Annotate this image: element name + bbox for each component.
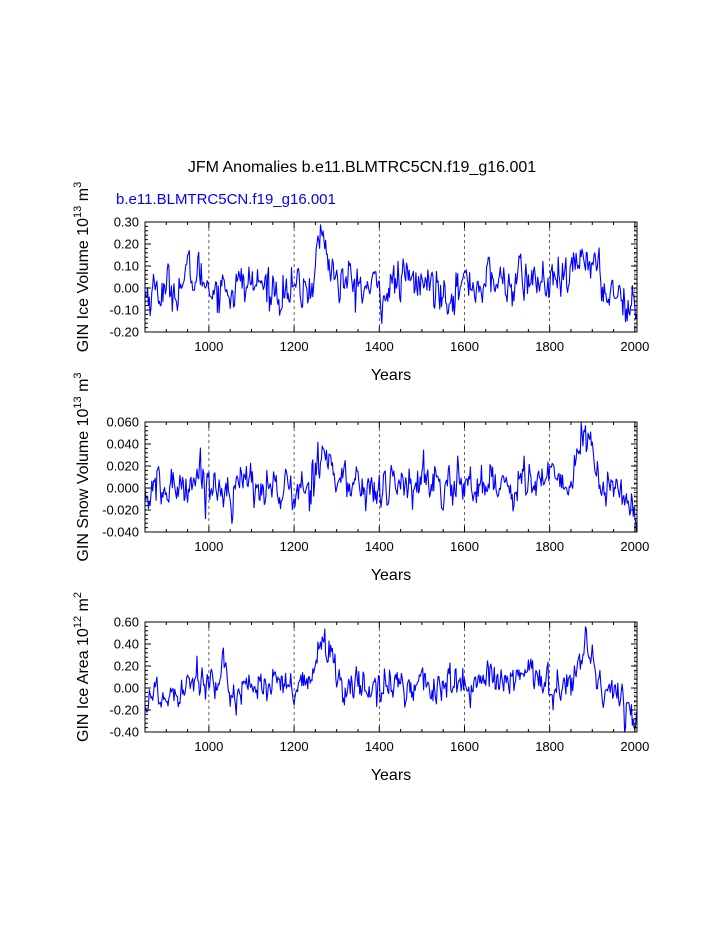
x-tick-label: 2000 <box>620 739 649 754</box>
x-tick-label: 1400 <box>365 339 394 354</box>
y-tick-label: -0.20 <box>109 325 139 340</box>
y-tick-label: -0.10 <box>109 303 139 318</box>
x-tick-label: 1200 <box>280 539 309 554</box>
y-tick-label: 0.060 <box>106 415 139 430</box>
plot-frame <box>144 221 638 333</box>
panels: 1000 1200 1400 1600 1800 2000 -0.20 -0.10 0.00 0.… <box>72 182 649 784</box>
data-series-line <box>144 224 638 324</box>
x-axis-title: Years <box>371 367 411 384</box>
y-tick-label: 0.00 <box>114 681 139 696</box>
y-tick-label: 0.000 <box>106 481 139 496</box>
y-tick-label: 0.040 <box>106 437 139 452</box>
y-axis-title: GIN Ice Volume 1013 m3 <box>72 182 92 352</box>
y-tick-label: 0.10 <box>114 259 139 274</box>
x-tick-label: 1400 <box>365 539 394 554</box>
x-tick-label: 1000 <box>194 739 223 754</box>
x-tick-label: 1000 <box>194 339 223 354</box>
y-axis-title: GIN Ice Area 1012 m2 <box>72 592 92 742</box>
x-tick-label: 1800 <box>535 539 564 554</box>
panel-1: 1000 1200 1400 1600 1800 2000 -0.20 -0.10 0.00 0.… <box>72 182 649 384</box>
y-tick-label: -0.020 <box>102 503 139 518</box>
case-label: b.e11.BLMTRC5CN.f19_g16.001 <box>116 191 336 208</box>
data-series-line <box>144 421 638 533</box>
data-series-line <box>144 626 638 733</box>
y-tick-label: 0.40 <box>114 637 139 652</box>
y-tick-label: 0.30 <box>114 215 139 230</box>
x-tick-label: 1600 <box>450 539 479 554</box>
x-tick-label: 1000 <box>194 539 223 554</box>
x-tick-label: 1200 <box>280 739 309 754</box>
x-tick-label: 1400 <box>365 739 394 754</box>
y-tick-label: -0.040 <box>102 525 139 540</box>
y-tick-label: 0.20 <box>114 237 139 252</box>
y-tick-label: 0.60 <box>114 615 139 630</box>
x-tick-label: 2000 <box>620 339 649 354</box>
y-tick-label: 0.00 <box>114 281 139 296</box>
y-tick-label: -0.20 <box>109 703 139 718</box>
plot-frame <box>144 621 638 733</box>
y-axis-title: GIN Snow Volume 1013 m3 <box>72 372 92 561</box>
x-axis-title: Years <box>371 567 411 584</box>
x-tick-label: 1200 <box>280 339 309 354</box>
y-tick-label: -0.40 <box>109 725 139 740</box>
panel-3: 1000 1200 1400 1600 1800 2000 -0.40 -0.20 0.00 0.… <box>72 592 649 784</box>
x-tick-label: 1800 <box>535 339 564 354</box>
x-tick-label: 2000 <box>620 539 649 554</box>
y-tick-label: 0.020 <box>106 459 139 474</box>
x-tick-label: 1600 <box>450 739 479 754</box>
figure-title: JFM Anomalies b.e11.BLMTRC5CN.f19_g16.00… <box>188 159 536 176</box>
y-tick-label: 0.20 <box>114 659 139 674</box>
x-tick-label: 1600 <box>450 339 479 354</box>
x-tick-label: 1800 <box>535 739 564 754</box>
plot-frame <box>144 421 638 533</box>
x-axis-title: Years <box>371 767 411 784</box>
panel-2: 1000 1200 1400 1600 1800 2000 -0.040 -0.020 0.00… <box>72 372 649 584</box>
